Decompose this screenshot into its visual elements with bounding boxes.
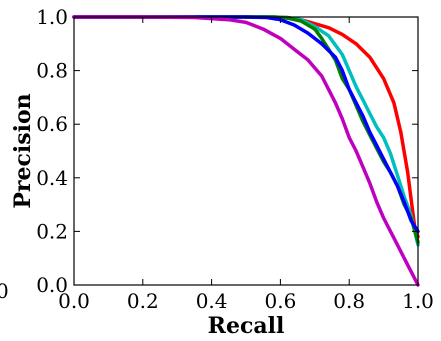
- y-tick-label: 0.2: [36, 219, 68, 243]
- series-line-4: [72, 15, 420, 287]
- series-layer: [72, 15, 420, 287]
- series-line-2: [72, 15, 420, 244]
- x-tick-label: 1.0: [402, 289, 434, 313]
- y-tick-label: 0.8: [36, 59, 68, 83]
- y-tick-label: 0.4: [36, 166, 68, 190]
- series-line-3: [72, 15, 420, 234]
- labels-layer: 0.0 0.2 0.4 0.6 0.8 1.0 0.0 0.2 0.4 0.6 0.8 1.0: [36, 5, 434, 313]
- x-tick-label: 0.4: [196, 289, 228, 313]
- y-axis-title: Precision: [10, 93, 36, 208]
- plot-frame: [73, 16, 419, 286]
- x-tick-label: 0.8: [333, 289, 365, 313]
- stray-label: 0: [0, 279, 9, 303]
- y-tick-label: 0.6: [36, 112, 68, 136]
- y-tick-label: 0.0: [36, 273, 68, 297]
- ticks-layer: [73, 16, 419, 286]
- x-axis-title: Recall: [208, 313, 285, 339]
- x-tick-label: 0.6: [264, 289, 296, 313]
- y-tick-label: 1.0: [36, 5, 68, 29]
- x-tick-label: 0.2: [127, 289, 159, 313]
- x-tick-label: 0.0: [58, 289, 90, 313]
